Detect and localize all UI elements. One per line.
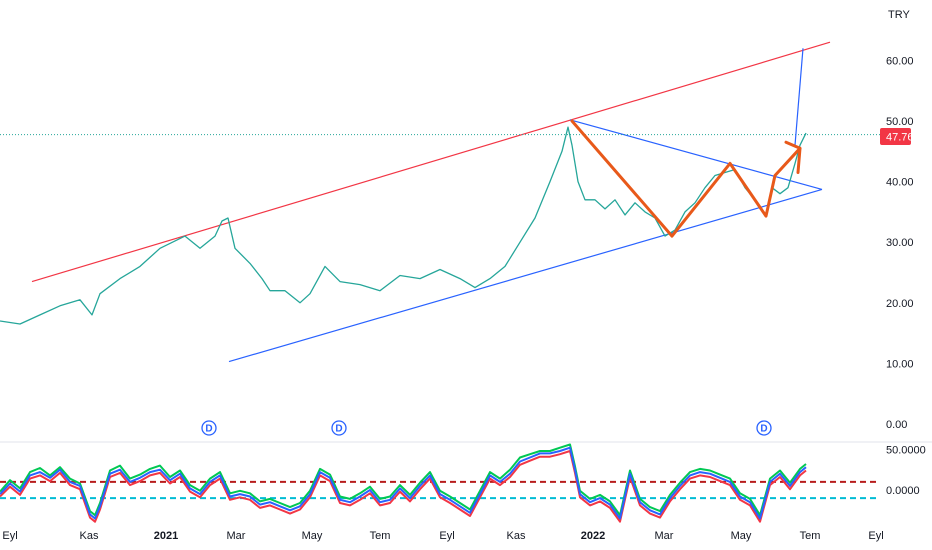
price-axis-ticks: 60.00 50.00 40.00 30.00 20.00 10.00 0.00 (886, 55, 914, 431)
dividend-marker-circle[interactable] (201, 420, 217, 436)
price-tick-label: 0.00 (886, 419, 907, 431)
last-price-value: 47.76 (886, 132, 914, 144)
time-tick-label: 2022 (581, 530, 605, 542)
price-tick-label: 20.00 (886, 298, 914, 310)
time-tick-label: Eyl (439, 530, 454, 542)
oscillator-tick-label: 0.0000 (886, 485, 920, 497)
price-tick-label: 60.00 (886, 55, 914, 67)
time-tick-label: May (302, 530, 323, 542)
time-tick-label: Kas (80, 530, 99, 542)
last-price-label: 47.76 (880, 128, 914, 145)
lower-channel-line[interactable] (228, 188, 823, 363)
projection-line[interactable] (794, 48, 804, 146)
time-tick-label: Mar (227, 530, 246, 542)
dividend-marker[interactable]: D (756, 420, 772, 436)
time-axis[interactable]: Eyl Kas 2021 Mar May Tem Eyl Kas 2022 Mar May Tem Ey… (2, 530, 883, 542)
price-axis[interactable]: TRY 60.00 50.00 40.00 30.00 20.00 10.00 0.00 5… (880, 9, 926, 497)
oscillator-line (0, 446, 807, 520)
dividend-marker[interactable]: D (201, 420, 217, 436)
time-tick-label: Mar (655, 530, 674, 542)
currency-label: TRY (888, 9, 910, 21)
oscillator-line (0, 450, 807, 523)
price-tick-label: 40.00 (886, 177, 914, 189)
price-tick-label: 50.00 (886, 116, 914, 128)
channel-lines[interactable] (0, 41, 880, 363)
oscillator-tick-label: 50.0000 (886, 444, 926, 456)
oscillator-line (0, 443, 807, 517)
price-tick-label: 10.00 (886, 358, 914, 370)
price-series (0, 126, 807, 325)
upper-channel-line[interactable] (31, 41, 831, 283)
dividend-marker-label: D (205, 424, 212, 435)
arrow-head[interactable] (784, 140, 802, 174)
oscillator-axis-ticks: 50.0000 0.0000 (886, 444, 926, 497)
dividend-marker-label: D (760, 424, 767, 435)
price-tick-label: 30.00 (886, 237, 914, 249)
upper-wedge-line[interactable] (569, 119, 823, 191)
pattern-drawings[interactable] (570, 48, 804, 238)
time-tick-label: Tem (370, 530, 391, 542)
time-tick-label: Kas (507, 530, 526, 542)
time-tick-label: 2021 (154, 530, 178, 542)
dividend-marker-circle[interactable] (756, 420, 772, 436)
oscillator-pane[interactable] (0, 443, 880, 523)
oscillator-series (0, 443, 807, 523)
last-price-badge (880, 128, 911, 145)
time-tick-label: Eyl (868, 530, 883, 542)
time-tick-label: May (731, 530, 752, 542)
dividend-marker[interactable]: D (331, 420, 347, 436)
time-tick-label: Tem (800, 530, 821, 542)
price-line (0, 126, 807, 325)
zigzag-pattern[interactable] (570, 119, 802, 238)
time-tick-label: Eyl (2, 530, 17, 542)
dividend-marker-label: D (335, 424, 342, 435)
dividend-marker-circle[interactable] (331, 420, 347, 436)
